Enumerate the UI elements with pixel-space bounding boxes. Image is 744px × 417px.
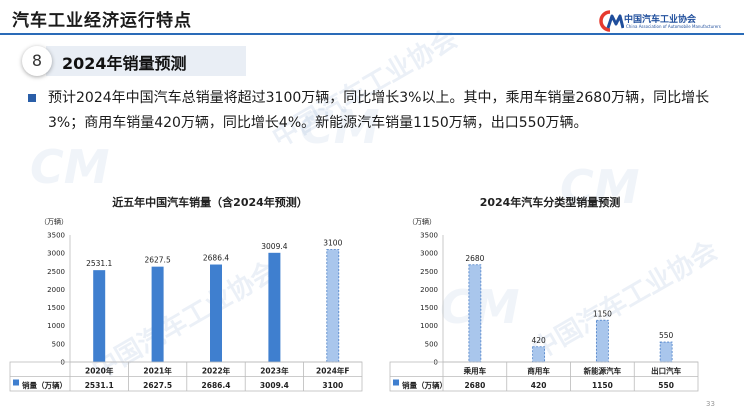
chart-2-bar	[532, 346, 546, 363]
chart-1-value-label: 2627.5	[144, 256, 170, 265]
chart-2-y-tick-label: 3000	[420, 250, 438, 258]
chart-1-bar	[151, 266, 164, 362]
caam-logo-icon	[599, 10, 624, 32]
chart-1-y-tick-label: 3000	[47, 250, 65, 258]
chart-1-value-label: 2531.1	[86, 259, 112, 268]
chart-2-bar	[468, 264, 482, 363]
chart-1-value-label: 2686.4	[203, 254, 229, 263]
chart-2-y-tick-label: 3500	[420, 232, 438, 240]
chart-1-y-tick-label: 500	[52, 340, 65, 348]
section-heading-bar	[46, 46, 246, 76]
chart-1-legend-label: 销量（万辆）	[22, 380, 67, 390]
chart-1-table-value: 2627.5	[143, 381, 172, 390]
chart-1-category-label: 2020年	[85, 366, 114, 376]
chart-1-unit: （万辆）	[40, 218, 68, 226]
logo-name-en: China Association of Automobile Manufact…	[626, 24, 721, 29]
logo: 中国汽车工业协会 China Association of Automobile…	[598, 10, 738, 34]
chart-1-category-label: 2024年F	[316, 366, 350, 376]
chart-2-y-tick-label: 1500	[420, 304, 438, 312]
chart-2-legend-swatch	[393, 379, 399, 386]
chart-1-title: 近五年中国汽车销量（含2024年预测）	[112, 196, 308, 209]
chart-2-y-tick-label: 2000	[420, 286, 438, 294]
chart-2-table-value: 1150	[592, 381, 613, 390]
chart-2-table-value: 420	[531, 381, 547, 390]
chart-1-category-label: 2022年	[202, 366, 231, 376]
logo-name-cn: 中国汽车工业协会	[624, 15, 697, 25]
page-number: 33	[706, 400, 715, 408]
header-divider	[0, 33, 744, 35]
page-title: 汽车工业经济运行特点	[12, 11, 192, 31]
chart-2-table-value: 550	[658, 381, 674, 390]
chart-1-y-tick-label: 0	[61, 359, 65, 367]
chart-2-category-label: 出口汽车	[651, 366, 681, 376]
chart-1-bar	[268, 252, 281, 362]
chart-2-value-label: 2680	[465, 254, 484, 263]
chart-2-value-label: 550	[659, 331, 674, 340]
chart-1-value-label: 3100	[323, 239, 342, 248]
chart-2-bar	[595, 319, 609, 363]
chart-1-table-value: 2686.4	[202, 381, 231, 390]
chart-1-y-tick-label: 1000	[47, 322, 65, 330]
chart-1-table-value: 3009.4	[260, 381, 289, 390]
bullet-square-icon	[28, 94, 36, 102]
chart-1-bar	[93, 270, 106, 362]
chart-2-table-value: 2680	[464, 381, 485, 390]
chart-2-legend-label: 销量（万辆）	[402, 380, 447, 390]
chart-1-y-tick-label: 2500	[47, 268, 65, 276]
chart-2-bar	[659, 341, 673, 363]
chart-1-category-label: 2023年	[260, 366, 289, 376]
chart-2-y-tick-label: 2500	[420, 268, 438, 276]
section-number: 8	[22, 46, 52, 76]
summary-paragraph: 预计2024年中国汽车总销量将超过3100万辆，同比增长3%以上。其中，乘用车销…	[48, 90, 710, 131]
chart-1-bar	[210, 264, 222, 362]
chart-1-legend-swatch	[13, 379, 19, 386]
chart-2-value-label: 420	[531, 336, 546, 345]
chart-1-y-tick-label: 1500	[47, 304, 65, 312]
chart-2-category-label: 商用车	[527, 366, 550, 376]
chart-2-unit: （万辆）	[408, 218, 436, 226]
chart-1-category-label: 2021年	[143, 366, 172, 376]
chart-2-y-tick-label: 0	[434, 359, 438, 367]
chart-2-category-label: 乘用车	[463, 366, 487, 376]
chart-1-y-tick-label: 2000	[47, 286, 65, 294]
chart-1-y-tick-label: 3500	[47, 232, 65, 240]
section-title: 2024年销量预测	[62, 54, 187, 73]
chart-2-category-label: 新能源汽车	[584, 366, 622, 376]
chart-2-value-label: 1150	[593, 309, 612, 318]
chart-1-table-value: 2531.1	[85, 381, 114, 390]
chart-1-table-value: 3100	[322, 381, 343, 390]
chart-2-y-tick-label: 500	[425, 340, 438, 348]
chart-1-value-label: 3009.4	[261, 242, 287, 251]
chart-2-y-tick-label: 1000	[420, 322, 438, 330]
chart-2-title: 2024年汽车分类型销量预测	[479, 196, 621, 209]
